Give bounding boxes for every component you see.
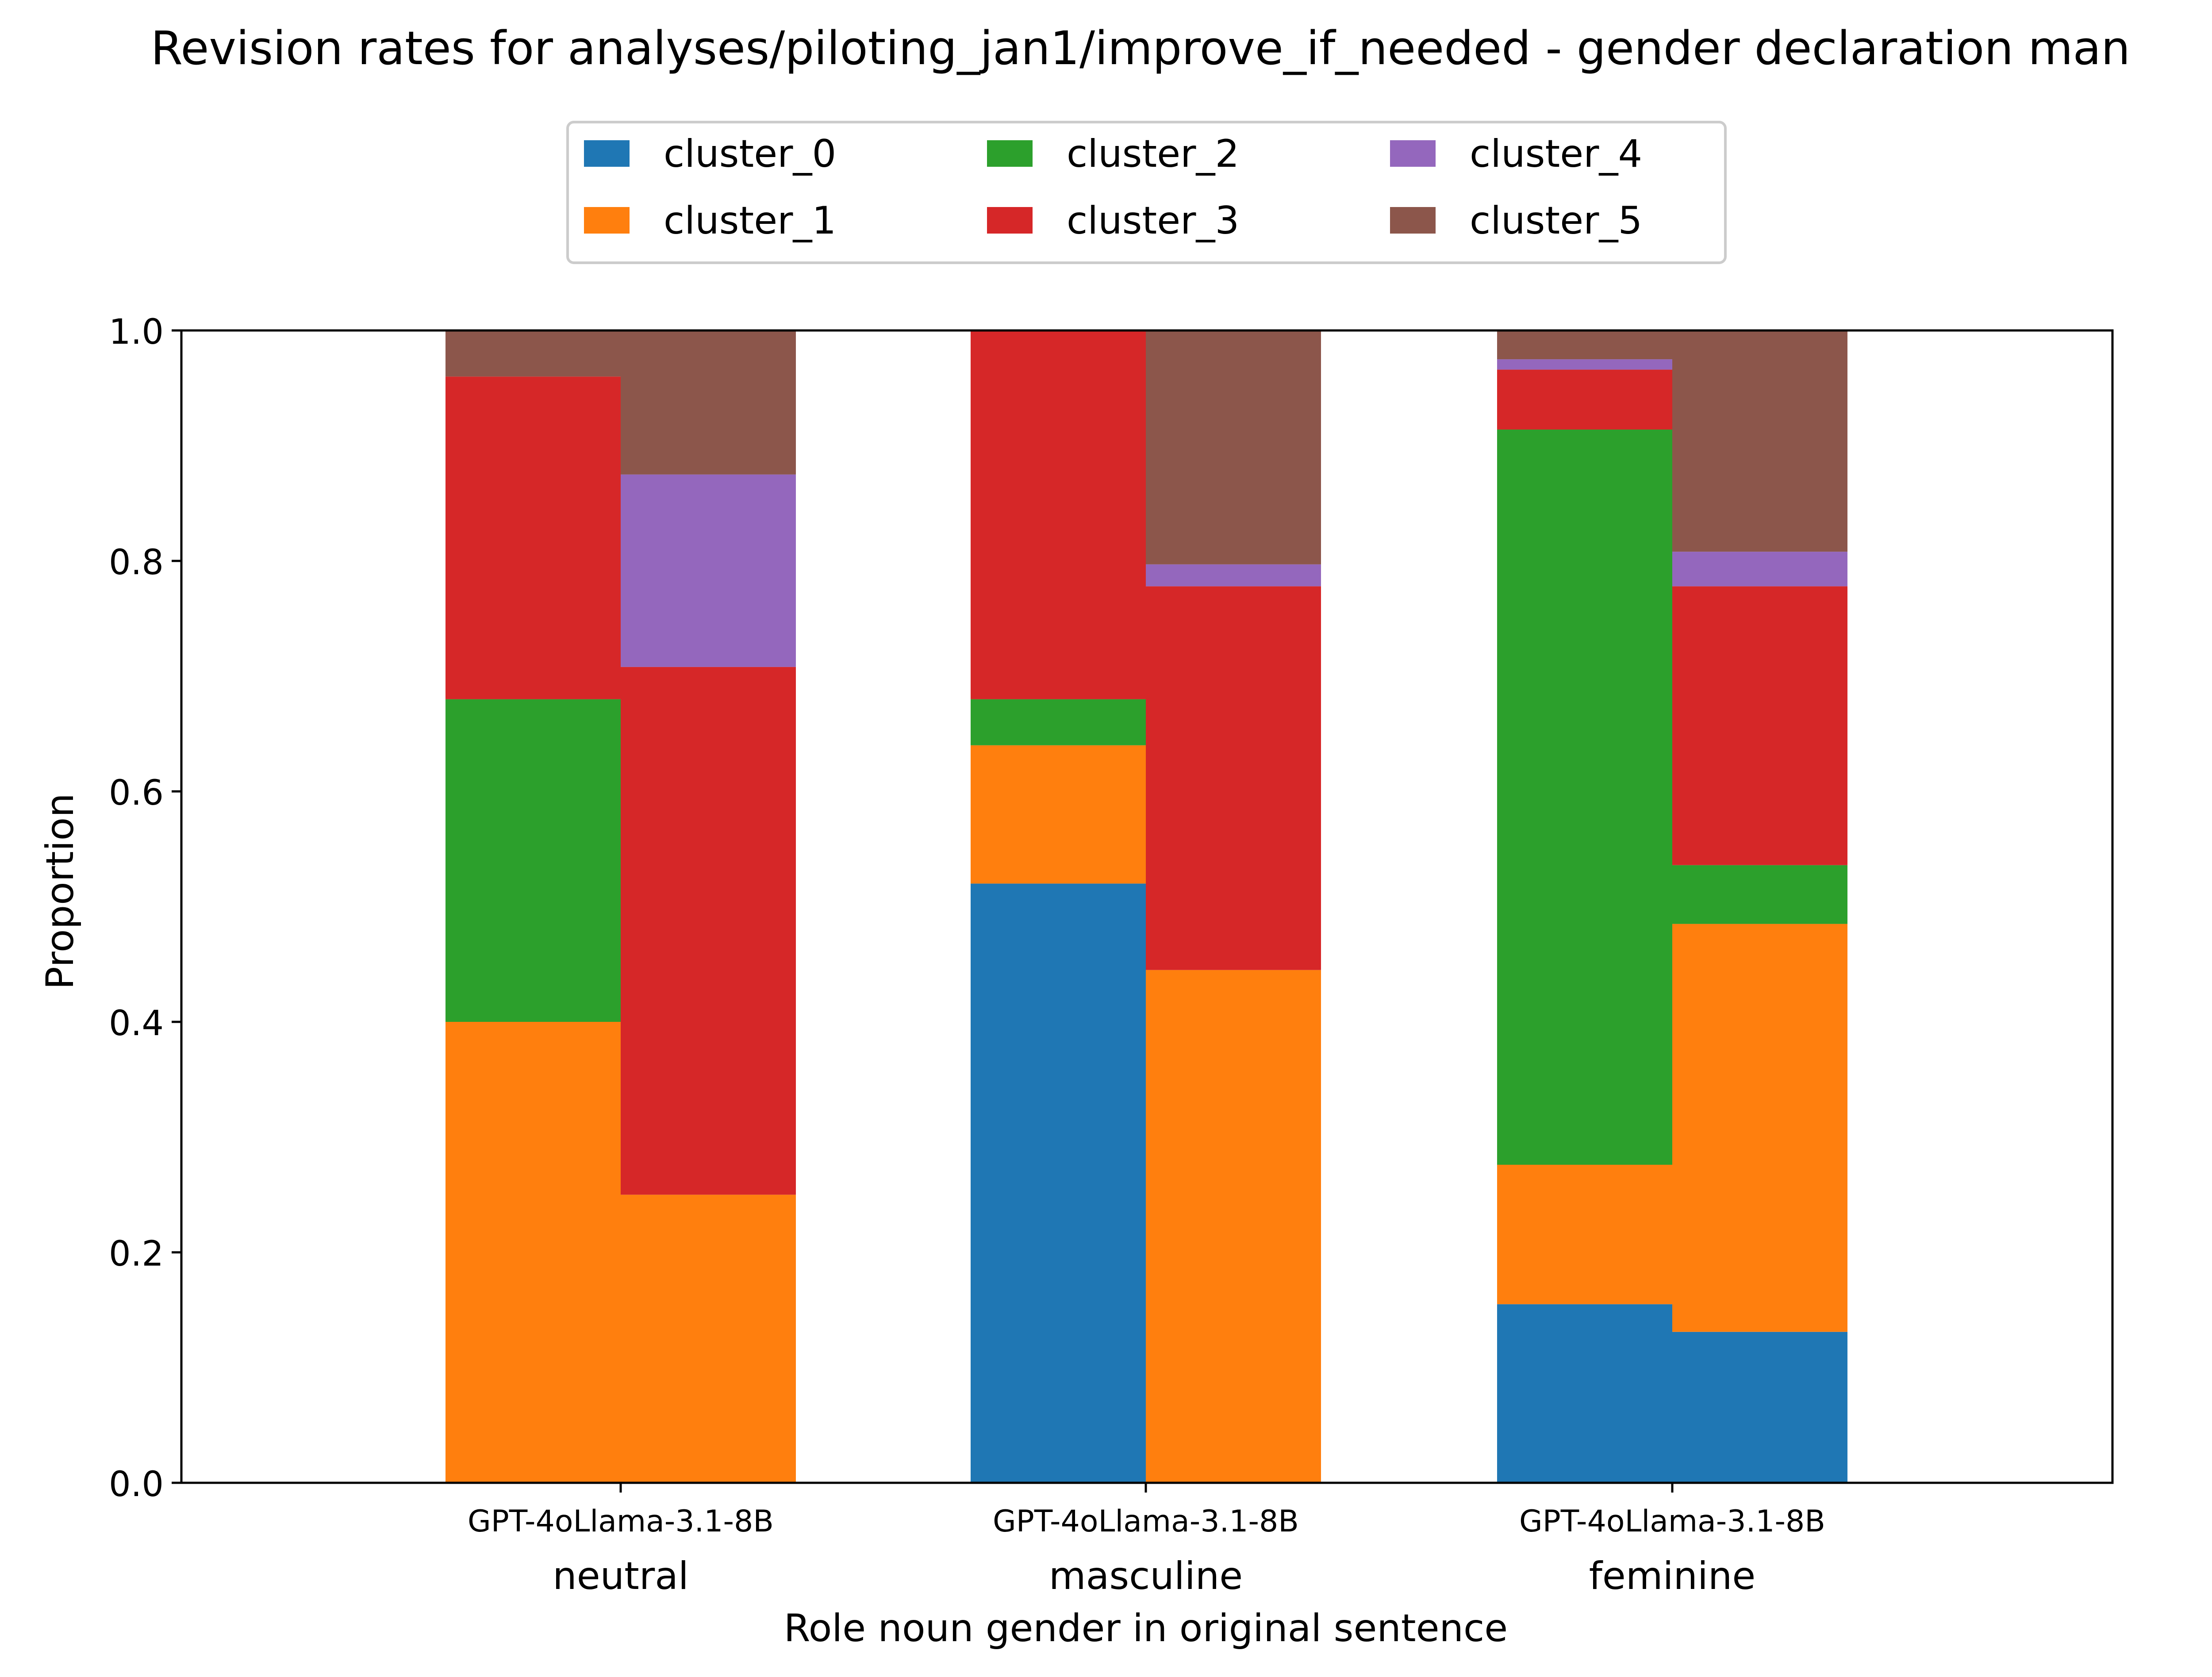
legend-label-cluster_1: cluster_1: [664, 199, 836, 243]
y-tick-label: 0.2: [109, 1234, 164, 1274]
bar-feminine-gpt-4o-cluster_4: [1497, 359, 1672, 370]
bar-masculine-gpt-4o-cluster_0: [971, 883, 1146, 1483]
bar-masculine-gpt-4o-cluster_3: [971, 330, 1146, 699]
x-axis-label: Role noun gender in original sentence: [784, 1606, 1508, 1650]
bar-masculine-gpt-4o-cluster_2: [971, 699, 1146, 745]
chart-title: Revision rates for analyses/piloting_jan…: [151, 21, 2130, 75]
bar-neutral-llama-3-1-8b-cluster_5: [621, 330, 796, 475]
y-tick-label: 0.4: [109, 1004, 164, 1044]
plot-area: [180, 329, 2114, 1484]
legend-swatch-cluster_2: [987, 140, 1033, 167]
bar-masculine-llama-3-1-8b-cluster_4: [1146, 564, 1321, 587]
legend: cluster_0 cluster_1 cluster_2 cluster_3 clus…: [566, 121, 1727, 264]
bar-feminine-llama-3-1-8b-cluster_4: [1672, 552, 1847, 587]
bar-masculine-llama-3-1-8b-cluster_5: [1146, 330, 1321, 564]
y-tick-label: 0.0: [109, 1465, 164, 1504]
axis-ticks: 0.0 0.2 0.4 0.6 0.8 1.0 GPT-4oLlama-3.1-8B neut…: [109, 312, 1825, 1598]
x-group-label: neutral: [553, 1554, 689, 1598]
bar-feminine-llama-3-1-8b-cluster_5: [1672, 330, 1847, 552]
bar-feminine-llama-3-1-8b-cluster_0: [1672, 1332, 1847, 1483]
bar-neutral-llama-3-1-8b-cluster_3: [621, 667, 796, 1195]
y-tick-label: 1.0: [109, 312, 164, 352]
y-axis-label: Proportion: [38, 793, 82, 990]
x-group-label: feminine: [1589, 1554, 1756, 1598]
legend-swatch-cluster_3: [987, 207, 1033, 234]
bar-feminine-gpt-4o-cluster_0: [1497, 1304, 1672, 1483]
x-group-label: masculine: [1049, 1554, 1243, 1598]
legend-swatch-cluster_1: [584, 207, 630, 234]
legend-box: [566, 121, 1727, 264]
bar-neutral-gpt-4o-cluster_1: [445, 1022, 621, 1483]
bar-masculine-llama-3-1-8b-cluster_3: [1146, 586, 1321, 970]
legend-label-cluster_3: cluster_3: [1067, 199, 1239, 243]
bar-masculine-llama-3-1-8b-cluster_1: [1146, 970, 1321, 1483]
x-tick-model-labels: GPT-4oLlama-3.1-8B: [468, 1504, 774, 1539]
bar-feminine-llama-3-1-8b-cluster_2: [1672, 865, 1847, 924]
bar-feminine-gpt-4o-cluster_2: [1497, 430, 1672, 1165]
legend-swatch-cluster_4: [1390, 140, 1436, 167]
y-tick-label: 0.8: [109, 543, 164, 583]
legend-label-cluster_5: cluster_5: [1470, 199, 1642, 243]
bar-neutral-gpt-4o-cluster_2: [445, 699, 621, 1022]
bar-neutral-llama-3-1-8b-cluster_4: [621, 474, 796, 667]
y-tick-label: 0.6: [109, 773, 164, 813]
bar-neutral-gpt-4o-cluster_5: [445, 330, 621, 377]
legend-label-cluster_0: cluster_0: [664, 132, 836, 176]
bar-feminine-llama-3-1-8b-cluster_3: [1672, 586, 1847, 865]
bar-feminine-gpt-4o-cluster_1: [1497, 1165, 1672, 1305]
legend-label-cluster_2: cluster_2: [1067, 132, 1239, 176]
legend-swatch-cluster_0: [584, 140, 630, 167]
bar-neutral-gpt-4o-cluster_3: [445, 376, 621, 699]
bar-neutral-llama-3-1-8b-cluster_1: [621, 1194, 796, 1483]
bar-feminine-gpt-4o-cluster_5: [1497, 330, 1672, 360]
legend-label-cluster_4: cluster_4: [1470, 132, 1642, 176]
legend-swatch-cluster_5: [1390, 207, 1436, 234]
x-tick-model-labels: GPT-4oLlama-3.1-8B: [1519, 1504, 1825, 1539]
bar-feminine-gpt-4o-cluster_3: [1497, 369, 1672, 430]
bar-masculine-gpt-4o-cluster_1: [971, 745, 1146, 884]
x-tick-model-labels: GPT-4oLlama-3.1-8B: [993, 1504, 1299, 1539]
bar-feminine-llama-3-1-8b-cluster_1: [1672, 924, 1847, 1332]
